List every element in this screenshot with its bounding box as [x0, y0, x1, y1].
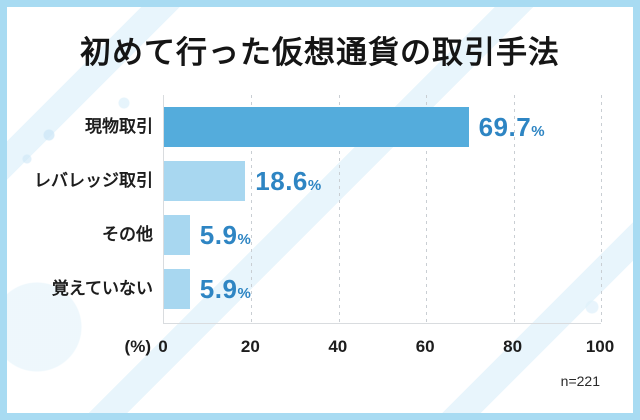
axis-unit-label: (%) — [124, 337, 151, 356]
bar — [164, 269, 190, 309]
x-tick-label-0: 0 — [158, 337, 168, 356]
category-label: その他 — [102, 225, 153, 244]
x-axis: (%) 0 20 40 60 80 100 — [125, 337, 615, 357]
bar-rows: 現物取引 69.7% レバレッジ取引 18.6% その他 5.9% 覚えていない 5.9% — [34, 95, 601, 323]
gridline-60 — [426, 95, 428, 323]
value-number: 5.9 — [199, 220, 238, 250]
plot-area: 現物取引 69.7% レバレッジ取引 18.6% その他 5.9% 覚えていない 5.9% — [34, 95, 602, 324]
category-label: 覚えていない — [51, 279, 153, 298]
value-percent-sign: % — [237, 285, 252, 302]
x-tick-label-100: 100 — [585, 337, 615, 356]
bar-row: 覚えていない 5.9% — [52, 269, 601, 309]
bar-row: レバレッジ取引 18.6% — [34, 161, 601, 201]
x-tick-label-40: 40 — [328, 337, 348, 356]
value-percent-sign: % — [531, 123, 546, 140]
x-tick-label-20: 20 — [240, 337, 260, 356]
value-label: 69.7% — [479, 107, 545, 152]
bar-row: 現物取引 69.7% — [85, 107, 601, 147]
category-label: レバレッジ取引 — [34, 171, 153, 190]
value-label: 5.9% — [200, 215, 252, 260]
x-tick-label-60: 60 — [415, 337, 435, 356]
value-number: 18.6 — [255, 166, 308, 196]
category-label: 現物取引 — [85, 117, 153, 136]
value-percent-sign: % — [307, 177, 322, 194]
gridline-100 — [601, 95, 602, 323]
bar-row: その他 5.9% — [102, 215, 601, 255]
x-tick-label-80: 80 — [503, 337, 523, 356]
gridline-20 — [251, 95, 253, 323]
gridline-40 — [338, 95, 340, 323]
value-label: 18.6% — [255, 161, 321, 206]
value-percent-sign: % — [237, 231, 252, 248]
gridline-80 — [513, 95, 515, 323]
bar — [164, 215, 190, 255]
value-label: 5.9% — [200, 269, 252, 314]
value-number: 69.7 — [478, 112, 532, 142]
bar — [164, 161, 246, 201]
page-title: 初めて行った仮想通貨の取引手法 — [80, 35, 560, 70]
value-number: 5.9 — [199, 274, 238, 304]
bar — [164, 107, 469, 147]
sample-size-note: n=221 — [560, 373, 600, 389]
